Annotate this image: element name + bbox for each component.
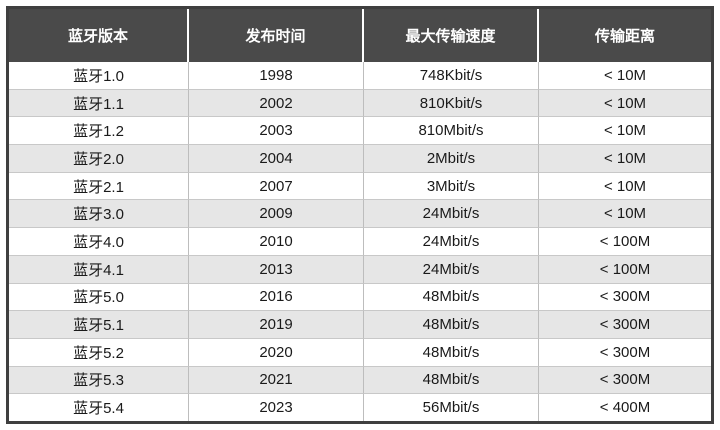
cell-release-year: 2003 xyxy=(189,117,364,146)
cell-range: < 10M xyxy=(539,145,711,173)
cell-version: 蓝牙4.1 xyxy=(9,255,189,284)
cell-max-speed: 810Mbit/s xyxy=(364,117,539,146)
cell-range: < 300M xyxy=(539,338,711,367)
cell-range: < 10M xyxy=(539,89,711,118)
table-row: 蓝牙4.0 2010 24Mbit/s < 100M xyxy=(9,228,711,256)
cell-range: < 400M xyxy=(539,394,711,421)
cell-max-speed: 810Kbit/s xyxy=(364,89,539,118)
cell-max-speed: 24Mbit/s xyxy=(364,200,539,229)
table-row: 蓝牙4.1 2013 24Mbit/s < 100M xyxy=(9,255,711,284)
cell-range: < 10M xyxy=(539,117,711,146)
header-version: 蓝牙版本 xyxy=(9,9,189,62)
cell-max-speed: 748Kbit/s xyxy=(364,62,539,90)
cell-version: 蓝牙1.0 xyxy=(9,62,189,90)
table-row: 蓝牙1.1 2002 810Kbit/s < 10M xyxy=(9,89,711,118)
cell-release-year: 2020 xyxy=(189,338,364,367)
cell-version: 蓝牙1.2 xyxy=(9,117,189,146)
cell-max-speed: 24Mbit/s xyxy=(364,228,539,256)
cell-range: < 300M xyxy=(539,311,711,339)
cell-max-speed: 56Mbit/s xyxy=(364,394,539,421)
table-row: 蓝牙2.0 2004 2Mbit/s < 10M xyxy=(9,145,711,173)
table-frame: 蓝牙版本 发布时间 最大传输速度 传输距离 蓝牙1.0 1998 748Kbit/s… xyxy=(6,6,714,424)
table-body: 蓝牙1.0 1998 748Kbit/s < 10M 蓝牙1.1 2002 810Kbit/… xyxy=(9,62,711,421)
cell-release-year: 2019 xyxy=(189,311,364,339)
cell-max-speed: 48Mbit/s xyxy=(364,366,539,395)
cell-range: < 300M xyxy=(539,366,711,395)
table-row: 蓝牙1.0 1998 748Kbit/s < 10M xyxy=(9,62,711,90)
bluetooth-versions-table: 蓝牙版本 发布时间 最大传输速度 传输距离 蓝牙1.0 1998 748Kbit/s… xyxy=(9,9,711,421)
cell-range: < 100M xyxy=(539,228,711,256)
cell-release-year: 2010 xyxy=(189,228,364,256)
cell-release-year: 2004 xyxy=(189,145,364,173)
cell-range: < 100M xyxy=(539,255,711,284)
cell-version: 蓝牙5.3 xyxy=(9,366,189,395)
cell-release-year: 2009 xyxy=(189,200,364,229)
table-row: 蓝牙1.2 2003 810Mbit/s < 10M xyxy=(9,117,711,146)
table-row: 蓝牙3.0 2009 24Mbit/s < 10M xyxy=(9,200,711,229)
header-max-speed: 最大传输速度 xyxy=(364,9,539,62)
table-row: 蓝牙5.0 2016 48Mbit/s < 300M xyxy=(9,283,711,312)
table-row: 蓝牙5.3 2021 48Mbit/s < 300M xyxy=(9,366,711,395)
cell-release-year: 1998 xyxy=(189,62,364,90)
cell-release-year: 2021 xyxy=(189,366,364,395)
cell-version: 蓝牙4.0 xyxy=(9,228,189,256)
cell-version: 蓝牙5.2 xyxy=(9,338,189,367)
cell-max-speed: 2Mbit/s xyxy=(364,145,539,173)
cell-version: 蓝牙5.1 xyxy=(9,311,189,339)
header-release-date: 发布时间 xyxy=(189,9,364,62)
cell-release-year: 2013 xyxy=(189,255,364,284)
table-row: 蓝牙5.2 2020 48Mbit/s < 300M xyxy=(9,338,711,367)
cell-release-year: 2007 xyxy=(189,172,364,201)
table-row: 蓝牙5.4 2023 56Mbit/s < 400M xyxy=(9,394,711,421)
cell-range: < 300M xyxy=(539,283,711,312)
cell-max-speed: 48Mbit/s xyxy=(364,283,539,312)
header-row: 蓝牙版本 发布时间 最大传输速度 传输距离 xyxy=(9,9,711,62)
cell-version: 蓝牙1.1 xyxy=(9,89,189,118)
cell-range: < 10M xyxy=(539,172,711,201)
cell-version: 蓝牙3.0 xyxy=(9,200,189,229)
header-range: 传输距离 xyxy=(539,9,711,62)
cell-max-speed: 24Mbit/s xyxy=(364,255,539,284)
cell-range: < 10M xyxy=(539,200,711,229)
cell-max-speed: 48Mbit/s xyxy=(364,311,539,339)
cell-version: 蓝牙5.0 xyxy=(9,283,189,312)
table-row: 蓝牙5.1 2019 48Mbit/s < 300M xyxy=(9,311,711,339)
cell-range: < 10M xyxy=(539,62,711,90)
cell-max-speed: 3Mbit/s xyxy=(364,172,539,201)
cell-max-speed: 48Mbit/s xyxy=(364,338,539,367)
cell-release-year: 2023 xyxy=(189,394,364,421)
cell-release-year: 2016 xyxy=(189,283,364,312)
cell-version: 蓝牙5.4 xyxy=(9,394,189,421)
cell-version: 蓝牙2.1 xyxy=(9,172,189,201)
cell-release-year: 2002 xyxy=(189,89,364,118)
table-row: 蓝牙2.1 2007 3Mbit/s < 10M xyxy=(9,172,711,201)
cell-version: 蓝牙2.0 xyxy=(9,145,189,173)
